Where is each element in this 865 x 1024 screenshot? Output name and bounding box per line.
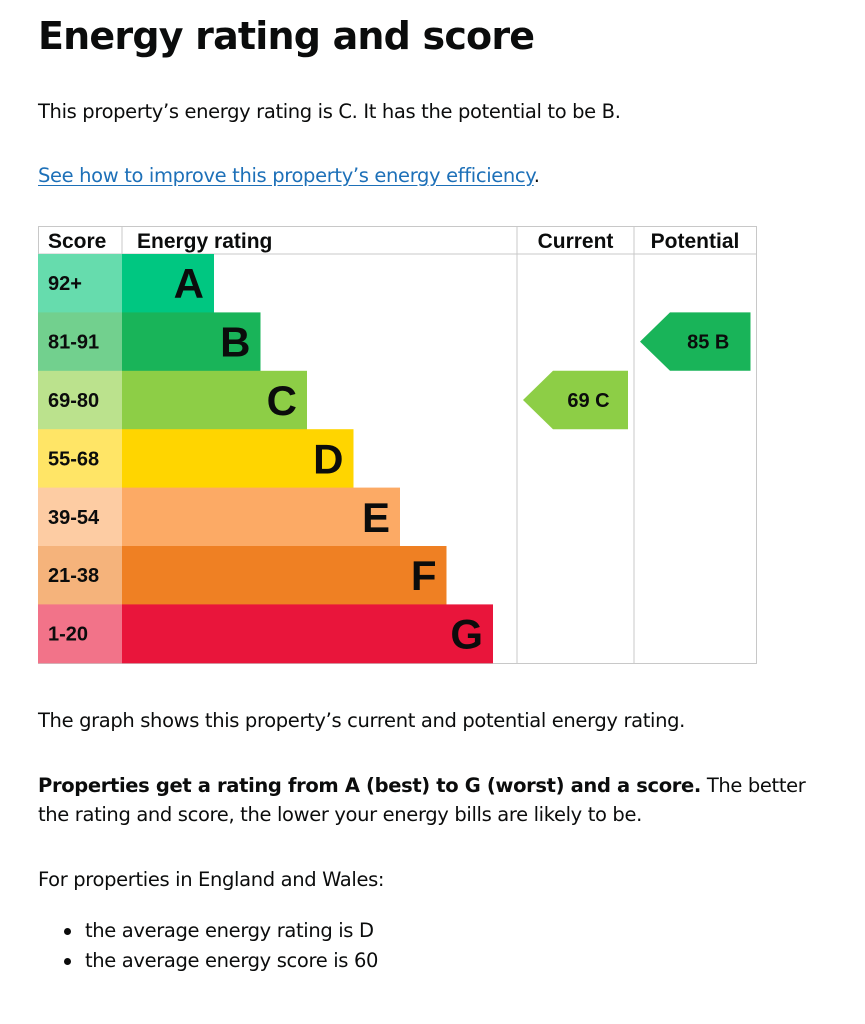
improve-efficiency-link[interactable]: See how to improve this property’s energ… — [38, 164, 534, 187]
score-cell-e — [38, 487, 122, 547]
rating-explainer-bold: Properties get a rating from A (best) to… — [38, 774, 701, 797]
list-item: the average energy score is 60 — [38, 946, 378, 976]
score-range-d: 55-68 — [48, 448, 99, 470]
header-potential: Potential — [651, 230, 740, 253]
score-cell-c — [38, 370, 122, 430]
score-range-f: 21-38 — [48, 565, 99, 587]
band-letter-e: E — [362, 494, 390, 541]
intro-text: This property’s energy rating is C. It h… — [38, 100, 621, 123]
averages-intro: For properties in England and Wales: — [38, 868, 385, 891]
header-energy-rating: Energy rating — [137, 230, 272, 253]
band-letter-d: D — [313, 435, 343, 482]
band-bar-f — [122, 546, 447, 605]
header-score: Score — [48, 230, 106, 253]
band-bar-b — [122, 312, 261, 372]
averages-list: the average energy rating is D the avera… — [38, 916, 378, 976]
band-bar-a — [122, 254, 214, 313]
score-range-b: 81-91 — [48, 332, 99, 354]
score-cell-d — [38, 429, 122, 489]
improve-paragraph: See how to improve this property’s energ… — [38, 161, 540, 190]
score-cell-b — [38, 312, 122, 372]
band-bar-g — [122, 604, 493, 664]
header-current: Current — [538, 230, 614, 253]
score-range-g: 1-20 — [48, 624, 88, 646]
score-cell-a — [38, 254, 122, 313]
score-cell-f — [38, 546, 122, 605]
score-range-c: 69-80 — [48, 390, 99, 412]
potential-rating-arrow — [640, 312, 751, 371]
current-rating-label: 69 C — [567, 390, 609, 412]
link-trailing-period: . — [533, 164, 540, 187]
rating-explainer: Properties get a rating from A (best) to… — [38, 771, 806, 829]
band-letter-c: C — [267, 377, 297, 424]
band-bar-d — [122, 429, 354, 489]
band-letter-a: A — [174, 260, 204, 307]
current-rating-arrow — [523, 370, 628, 430]
band-bar-c — [122, 370, 307, 430]
potential-rating-label: 85 B — [687, 332, 729, 354]
band-letter-g: G — [450, 611, 483, 658]
energy-rating-chart: Score Energy rating Current Potential 92+ A 81… — [38, 226, 758, 664]
page-title: Energy rating and score — [38, 14, 535, 58]
score-range-e: 39-54 — [48, 507, 100, 529]
graph-note: The graph shows this property’s current … — [38, 709, 685, 732]
band-letter-b: B — [220, 319, 250, 366]
band-bar-e — [122, 487, 400, 547]
band-letter-f: F — [411, 552, 437, 599]
score-range-a: 92+ — [48, 273, 82, 295]
list-item: the average energy rating is D — [38, 916, 378, 946]
rating-explainer-line2: the rating and score, the lower your ene… — [38, 803, 642, 826]
score-cell-g — [38, 604, 122, 664]
rating-explainer-rest: The better — [700, 774, 806, 797]
